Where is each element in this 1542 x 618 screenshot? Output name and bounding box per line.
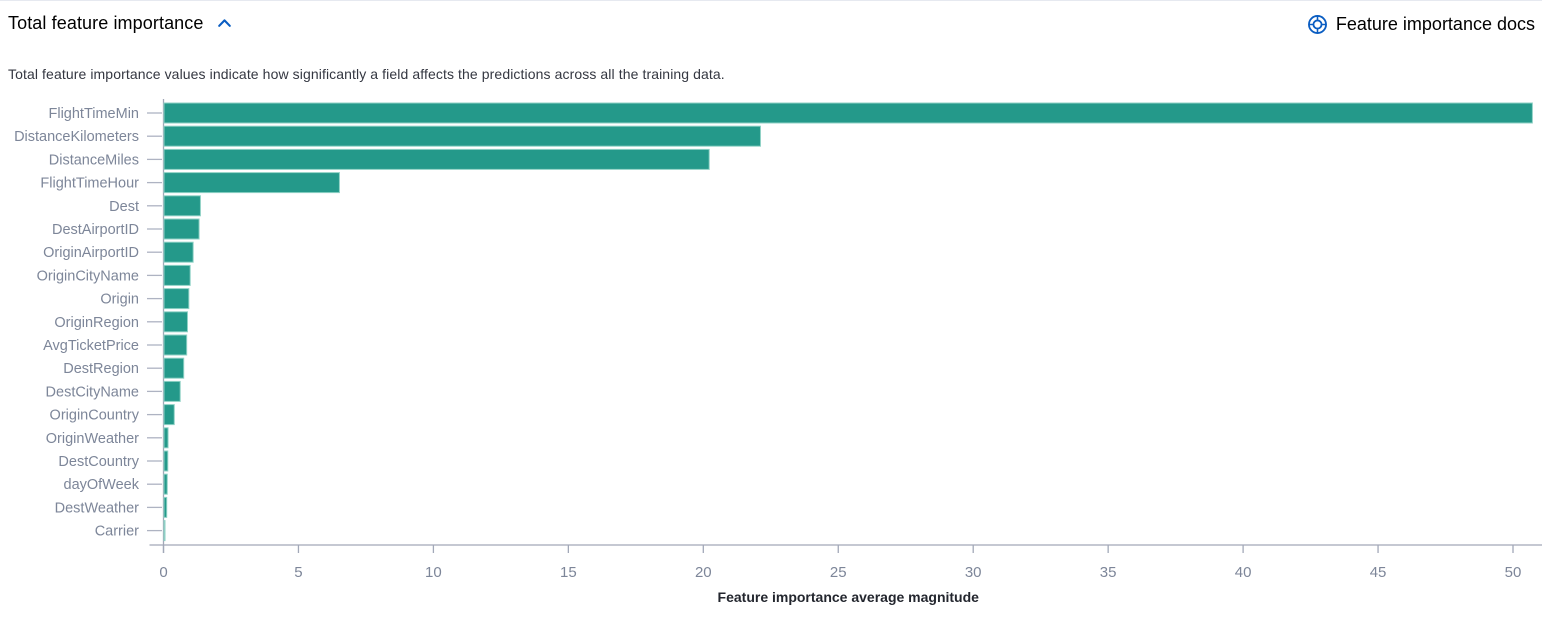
y-axis-category-label: Origin <box>100 292 139 308</box>
x-axis-tick-label: 50 <box>1505 564 1522 581</box>
feature-importance-docs-link[interactable]: Feature importance docs <box>1307 14 1535 35</box>
y-axis-category-label: OriginCountry <box>50 408 140 424</box>
bar-OriginAirportID <box>163 241 194 263</box>
x-axis-tick-label: 0 <box>159 564 167 581</box>
y-axis-category-label: DistanceMiles <box>49 152 139 168</box>
bar-dayOfWeek <box>163 473 168 495</box>
y-axis-category-label: DestAirportID <box>52 222 139 238</box>
bar-DistanceKilometers <box>163 125 761 147</box>
bar-DestWeather <box>163 496 168 518</box>
y-axis-category-label: FlightTimeHour <box>40 176 139 192</box>
y-axis-category-label: DestRegion <box>63 361 139 377</box>
x-axis-title: Feature importance average magnitude <box>718 589 980 605</box>
feature-importance-bar-chart: 0 5 10 15 20 25 30 35 40 45 50 FlightTimeMin Distanc… <box>14 99 1542 605</box>
bar-OriginCityName <box>163 264 191 286</box>
y-axis-category-label: OriginCityName <box>37 268 139 284</box>
bar-OriginCountry <box>163 404 175 426</box>
bar-Carrier <box>163 520 166 542</box>
x-axis-tick-label: 25 <box>830 564 847 581</box>
section-title: Total feature importance <box>8 13 204 33</box>
x-axis-tick-label: 5 <box>294 564 302 581</box>
bar-OriginWeather <box>163 427 169 449</box>
bar-DestRegion <box>163 357 185 379</box>
bar-DistanceMiles <box>163 148 710 170</box>
x-axis-tick-label: 20 <box>695 564 712 581</box>
section-description: Total feature importance values indicate… <box>8 66 725 82</box>
chevron-up-icon <box>215 14 234 33</box>
panel-top-divider <box>0 0 1542 1</box>
y-axis-category-label: DistanceKilometers <box>14 129 139 145</box>
y-axis-category-label: OriginRegion <box>54 315 139 331</box>
y-axis-category-label: Carrier <box>95 524 139 540</box>
y-axis-category-label: Dest <box>109 199 139 215</box>
bar-DestCountry <box>163 450 169 472</box>
x-axis-tick-label: 30 <box>965 564 982 581</box>
bar-Origin <box>163 288 190 310</box>
y-axis-category-label: OriginAirportID <box>43 245 139 261</box>
y-axis-category-label: dayOfWeek <box>64 477 140 493</box>
y-axis-category-label: OriginWeather <box>46 431 139 447</box>
x-axis-tick-label: 35 <box>1100 564 1117 581</box>
x-axis-tick-label: 45 <box>1370 564 1387 581</box>
bar-FlightTimeHour <box>163 172 340 194</box>
y-axis-category-label: DestCountry <box>58 454 139 470</box>
x-axis-tick-label: 10 <box>425 564 442 581</box>
bar-DestCityName <box>163 380 181 402</box>
bar-DestAirportID <box>163 218 200 240</box>
lifebuoy-help-icon <box>1307 14 1328 35</box>
bar-Dest <box>163 195 201 217</box>
bar-FlightTimeMin <box>163 102 1533 124</box>
y-axis-category-label: DestCityName <box>46 384 139 400</box>
x-axis-tick-label: 40 <box>1235 564 1252 581</box>
total-feature-importance-accordion-toggle[interactable]: Total feature importance <box>8 13 234 34</box>
y-axis-category-label: FlightTimeMin <box>48 106 139 122</box>
bar-OriginRegion <box>163 311 188 333</box>
bar-AvgTicketPrice <box>163 334 188 356</box>
y-axis-category-label: AvgTicketPrice <box>43 338 139 354</box>
x-axis-tick-label: 15 <box>560 564 577 581</box>
docs-link-label: Feature importance docs <box>1335 14 1535 34</box>
y-axis-category-label: DestWeather <box>55 500 140 516</box>
